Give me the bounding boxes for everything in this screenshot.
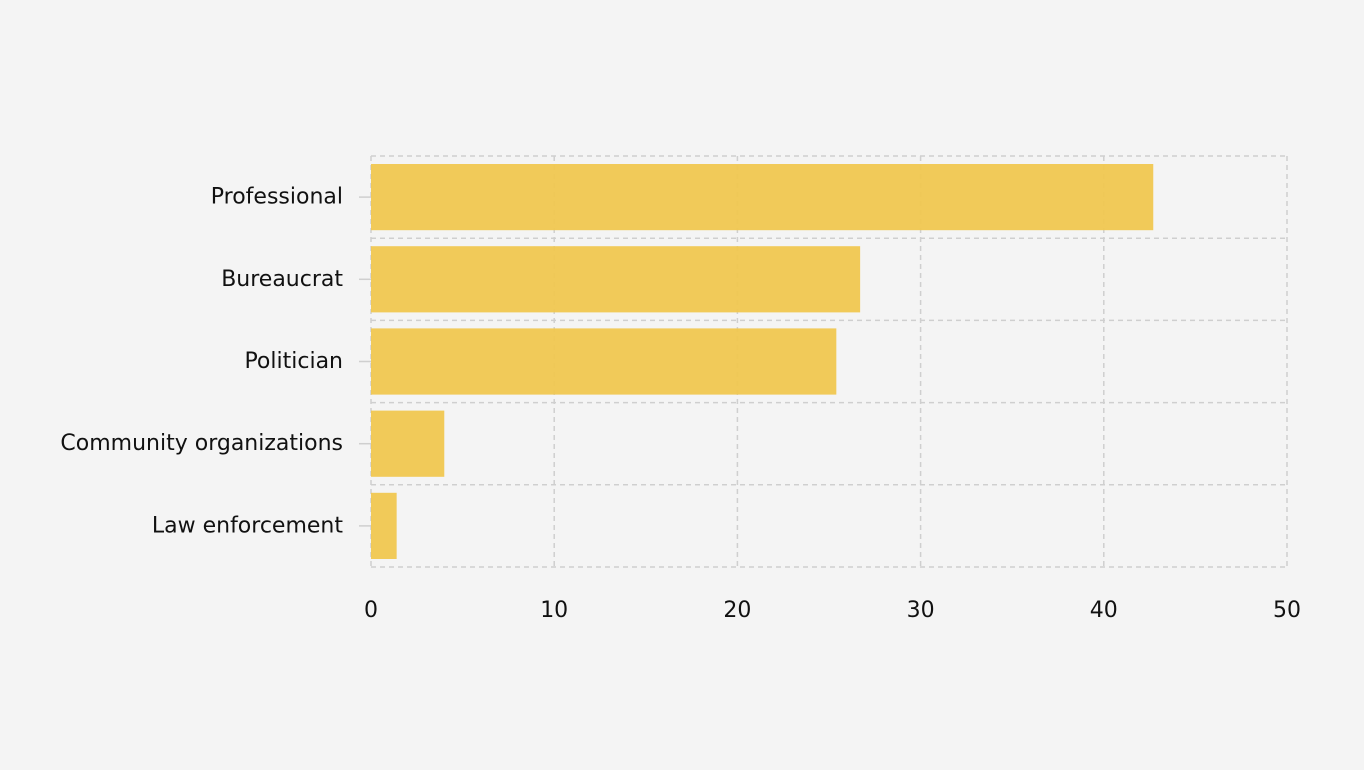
y-tick-label: Community organizations xyxy=(60,431,343,456)
x-tick-label: 10 xyxy=(540,598,568,623)
x-tick-label: 20 xyxy=(723,598,751,623)
y-tick-label: Professional xyxy=(211,185,343,210)
bar-professional xyxy=(371,164,1154,231)
x-tick-label: 0 xyxy=(364,598,378,623)
bar-bureaucrat xyxy=(371,246,861,313)
y-tick-label: Bureaucrat xyxy=(221,267,343,292)
bar-community-organizations xyxy=(371,410,445,477)
bar-politician xyxy=(371,328,837,395)
y-tick-label: Law enforcement xyxy=(152,513,344,538)
x-tick-label: 40 xyxy=(1090,598,1118,623)
x-tick-label: 30 xyxy=(907,598,935,623)
bar-layer xyxy=(371,164,1154,559)
bar-law-enforcement xyxy=(371,492,397,559)
y-tick-label: Politician xyxy=(244,349,343,374)
x-tick-label: 50 xyxy=(1273,598,1301,623)
axis-layer: Professional Bureaucrat Politician Communit… xyxy=(60,185,1301,623)
